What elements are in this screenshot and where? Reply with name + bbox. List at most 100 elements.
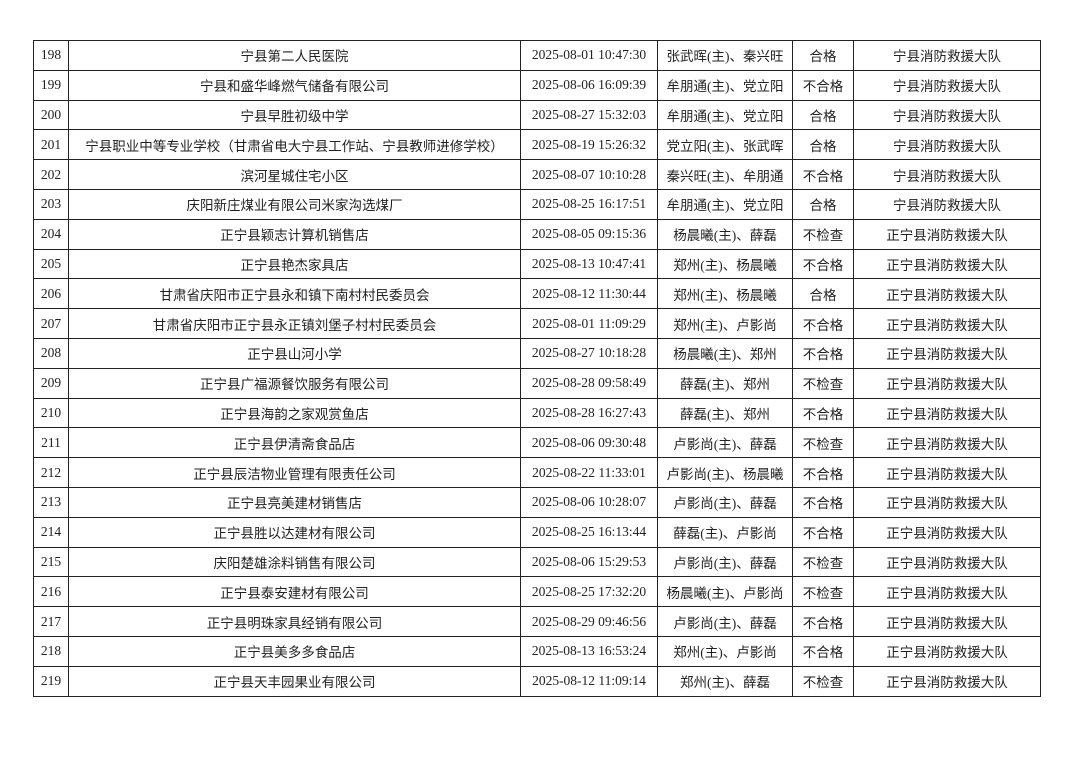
inspectors: 郑州(主)、杨晨曦 — [657, 278, 793, 310]
inspection-time: 2025-08-29 09:46:56 — [520, 606, 658, 637]
row-number: 209 — [33, 367, 69, 399]
row-number: 219 — [33, 665, 69, 697]
fire-brigade: 宁县消防救援大队 — [853, 99, 1041, 131]
fire-brigade: 正宁县消防救援大队 — [853, 516, 1041, 548]
unit-name: 宁县第二人民医院 — [68, 40, 521, 71]
unit-name: 正宁县颖志计算机销售店 — [68, 218, 521, 250]
result: 不检查 — [792, 576, 854, 608]
result: 不合格 — [792, 486, 854, 518]
inspectors: 秦兴旺(主)、牟朋通 — [657, 159, 793, 190]
row-number: 206 — [33, 278, 69, 310]
row-number: 201 — [33, 129, 69, 161]
row-number: 198 — [33, 40, 69, 71]
inspection-time: 2025-08-12 11:30:44 — [520, 278, 658, 310]
table-row: 213 正宁县亮美建材销售店 2025-08-06 10:28:07 卢影尚(主)、薛… — [33, 486, 1041, 518]
inspection-time: 2025-08-27 15:32:03 — [520, 99, 658, 131]
row-number: 215 — [33, 546, 69, 578]
row-number: 203 — [33, 188, 69, 220]
table-row: 200 宁县早胜初级中学 2025-08-27 15:32:03 牟朋通(主)、党立阳… — [33, 99, 1041, 131]
table-row: 212 正宁县辰洁物业管理有限责任公司 2025-08-22 11:33:01 卢影尚… — [33, 457, 1041, 488]
table-row: 202 滨河星城住宅小区 2025-08-07 10:10:28 秦兴旺(主)、牟朋通… — [33, 159, 1041, 190]
inspection-time: 2025-08-27 10:18:28 — [520, 337, 658, 369]
unit-name: 正宁县山河小学 — [68, 337, 521, 369]
table-row: 216 正宁县泰安建材有限公司 2025-08-25 17:32:20 杨晨曦(主)、… — [33, 576, 1041, 608]
inspection-time: 2025-08-07 10:10:28 — [520, 159, 658, 190]
fire-brigade: 正宁县消防救援大队 — [853, 278, 1041, 310]
inspectors: 杨晨曦(主)、卢影尚 — [657, 576, 793, 608]
inspectors: 郑州(主)、杨晨曦 — [657, 248, 793, 280]
inspectors: 张武晖(主)、秦兴旺 — [657, 40, 793, 71]
fire-brigade: 宁县消防救援大队 — [853, 40, 1041, 71]
fire-brigade: 正宁县消防救援大队 — [853, 367, 1041, 399]
fire-brigade: 正宁县消防救援大队 — [853, 635, 1041, 667]
inspection-time: 2025-08-13 16:53:24 — [520, 635, 658, 667]
inspection-time: 2025-08-06 09:30:48 — [520, 427, 658, 459]
result: 合格 — [792, 40, 854, 71]
inspectors: 牟朋通(主)、党立阳 — [657, 188, 793, 220]
table-row: 211 正宁县伊清斋食品店 2025-08-06 09:30:48 卢影尚(主)、薛磊… — [33, 427, 1041, 459]
table-row: 203 庆阳新庄煤业有限公司米家沟选煤厂 2025-08-25 16:17:51 牟朋… — [33, 188, 1041, 220]
unit-name: 正宁县辰洁物业管理有限责任公司 — [68, 457, 521, 488]
inspection-time: 2025-08-28 16:27:43 — [520, 397, 658, 429]
fire-brigade: 正宁县消防救援大队 — [853, 308, 1041, 339]
result: 不合格 — [792, 457, 854, 488]
inspectors: 卢影尚(主)、薛磊 — [657, 606, 793, 637]
result: 不检查 — [792, 546, 854, 578]
unit-name: 正宁县天丰园果业有限公司 — [68, 665, 521, 697]
inspection-time: 2025-08-28 09:58:49 — [520, 367, 658, 399]
unit-name: 宁县职业中等专业学校（甘肃省电大宁县工作站、宁县教师进修学校） — [68, 129, 521, 161]
result: 不合格 — [792, 606, 854, 637]
inspection-time: 2025-08-19 15:26:32 — [520, 129, 658, 161]
inspection-time: 2025-08-25 17:32:20 — [520, 576, 658, 608]
row-number: 202 — [33, 159, 69, 190]
inspectors: 卢影尚(主)、薛磊 — [657, 546, 793, 578]
table-row: 208 正宁县山河小学 2025-08-27 10:18:28 杨晨曦(主)、郑州 不合… — [33, 337, 1041, 369]
fire-brigade: 正宁县消防救援大队 — [853, 665, 1041, 697]
row-number: 205 — [33, 248, 69, 280]
unit-name: 甘肃省庆阳市正宁县永和镇下南村村民委员会 — [68, 278, 521, 310]
fire-brigade: 正宁县消防救援大队 — [853, 606, 1041, 637]
table-row: 215 庆阳楚雄涂料销售有限公司 2025-08-06 15:29:53 卢影尚(主)… — [33, 546, 1041, 578]
inspectors: 薛磊(主)、郑州 — [657, 397, 793, 429]
table-row: 209 正宁县广福源餐饮服务有限公司 2025-08-28 09:58:49 薛磊(主… — [33, 367, 1041, 399]
inspectors: 薛磊(主)、卢影尚 — [657, 516, 793, 548]
unit-name: 庆阳新庄煤业有限公司米家沟选煤厂 — [68, 188, 521, 220]
row-number: 217 — [33, 606, 69, 637]
inspectors: 杨晨曦(主)、薛磊 — [657, 218, 793, 250]
inspectors: 郑州(主)、卢影尚 — [657, 635, 793, 667]
fire-brigade: 正宁县消防救援大队 — [853, 337, 1041, 369]
inspection-time: 2025-08-22 11:33:01 — [520, 457, 658, 488]
inspection-time: 2025-08-01 10:47:30 — [520, 40, 658, 71]
row-number: 216 — [33, 576, 69, 608]
unit-name: 正宁县胜以达建材有限公司 — [68, 516, 521, 548]
table-row: 205 正宁县艳杰家具店 2025-08-13 10:47:41 郑州(主)、杨晨曦不… — [33, 248, 1041, 280]
unit-name: 正宁县明珠家具经销有限公司 — [68, 606, 521, 637]
inspection-time: 2025-08-12 11:09:14 — [520, 665, 658, 697]
inspection-time: 2025-08-13 10:47:41 — [520, 248, 658, 280]
fire-brigade: 宁县消防救援大队 — [853, 159, 1041, 190]
inspectors: 卢影尚(主)、杨晨曦 — [657, 457, 793, 488]
result: 不合格 — [792, 516, 854, 548]
fire-brigade: 正宁县消防救援大队 — [853, 427, 1041, 459]
row-number: 199 — [33, 69, 69, 101]
fire-brigade: 宁县消防救援大队 — [853, 188, 1041, 220]
fire-brigade: 正宁县消防救援大队 — [853, 248, 1041, 280]
result: 不合格 — [792, 397, 854, 429]
inspection-time: 2025-08-25 16:17:51 — [520, 188, 658, 220]
result: 不检查 — [792, 367, 854, 399]
fire-brigade: 正宁县消防救援大队 — [853, 397, 1041, 429]
result: 合格 — [792, 278, 854, 310]
table-row: 219 正宁县天丰园果业有限公司 2025-08-12 11:09:14 郑州(主)、… — [33, 665, 1041, 697]
row-number: 207 — [33, 308, 69, 339]
inspectors: 杨晨曦(主)、郑州 — [657, 337, 793, 369]
result: 不合格 — [792, 159, 854, 190]
row-number: 213 — [33, 486, 69, 518]
table-row: 204 正宁县颖志计算机销售店 2025-08-05 09:15:36 杨晨曦(主)、… — [33, 218, 1041, 250]
inspectors: 薛磊(主)、郑州 — [657, 367, 793, 399]
inspection-time: 2025-08-06 16:09:39 — [520, 69, 658, 101]
row-number: 200 — [33, 99, 69, 131]
inspectors: 郑州(主)、卢影尚 — [657, 308, 793, 339]
result: 合格 — [792, 129, 854, 161]
result: 合格 — [792, 99, 854, 131]
table-row: 217 正宁县明珠家具经销有限公司 2025-08-29 09:46:56 卢影尚(主… — [33, 606, 1041, 637]
